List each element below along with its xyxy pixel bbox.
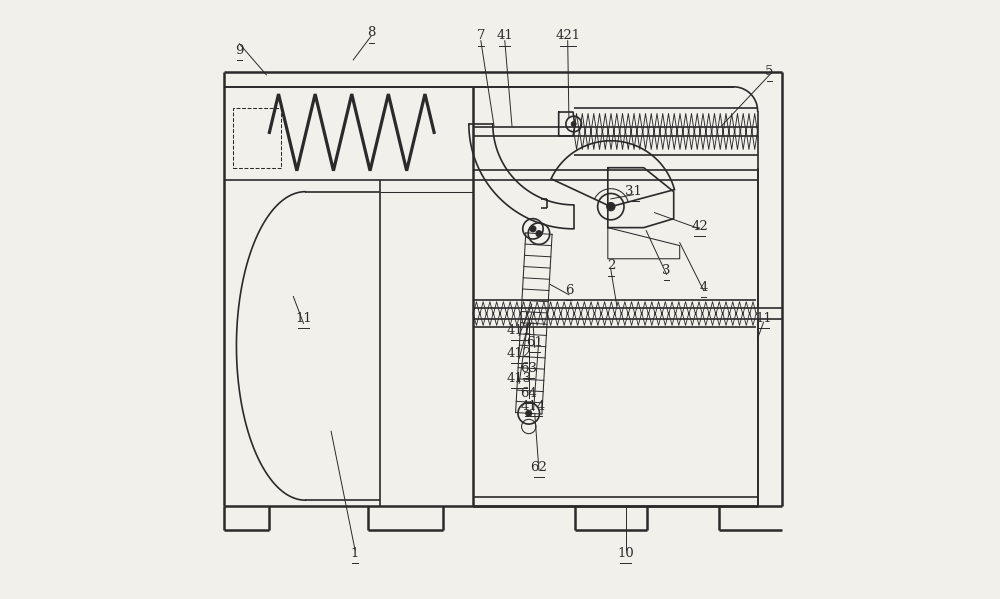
- Text: 41: 41: [496, 29, 513, 43]
- Text: 63: 63: [520, 362, 537, 375]
- Circle shape: [571, 122, 576, 126]
- Text: 11: 11: [755, 312, 772, 325]
- Text: 5: 5: [765, 65, 774, 78]
- Text: 62: 62: [530, 461, 547, 474]
- Text: 411: 411: [507, 324, 532, 337]
- Circle shape: [526, 410, 532, 416]
- Text: 61: 61: [526, 336, 543, 349]
- Text: 4: 4: [699, 281, 708, 294]
- Text: 6: 6: [565, 284, 573, 297]
- Text: 414: 414: [521, 400, 546, 413]
- Text: 10: 10: [617, 547, 634, 560]
- Text: 31: 31: [625, 185, 642, 198]
- Text: 413: 413: [507, 372, 532, 385]
- Text: 1: 1: [351, 547, 359, 560]
- Text: 8: 8: [367, 26, 375, 40]
- Circle shape: [530, 226, 536, 232]
- Text: 9: 9: [235, 44, 244, 58]
- Text: 42: 42: [691, 220, 708, 233]
- Text: 64: 64: [520, 387, 537, 400]
- Text: 11: 11: [295, 312, 312, 325]
- Text: 7: 7: [477, 29, 485, 43]
- Text: 412: 412: [507, 347, 532, 360]
- Circle shape: [607, 202, 615, 211]
- Text: 421: 421: [555, 29, 580, 43]
- Circle shape: [536, 231, 542, 237]
- Bar: [233, 108, 281, 168]
- Text: 3: 3: [662, 264, 671, 277]
- Text: 2: 2: [607, 259, 615, 273]
